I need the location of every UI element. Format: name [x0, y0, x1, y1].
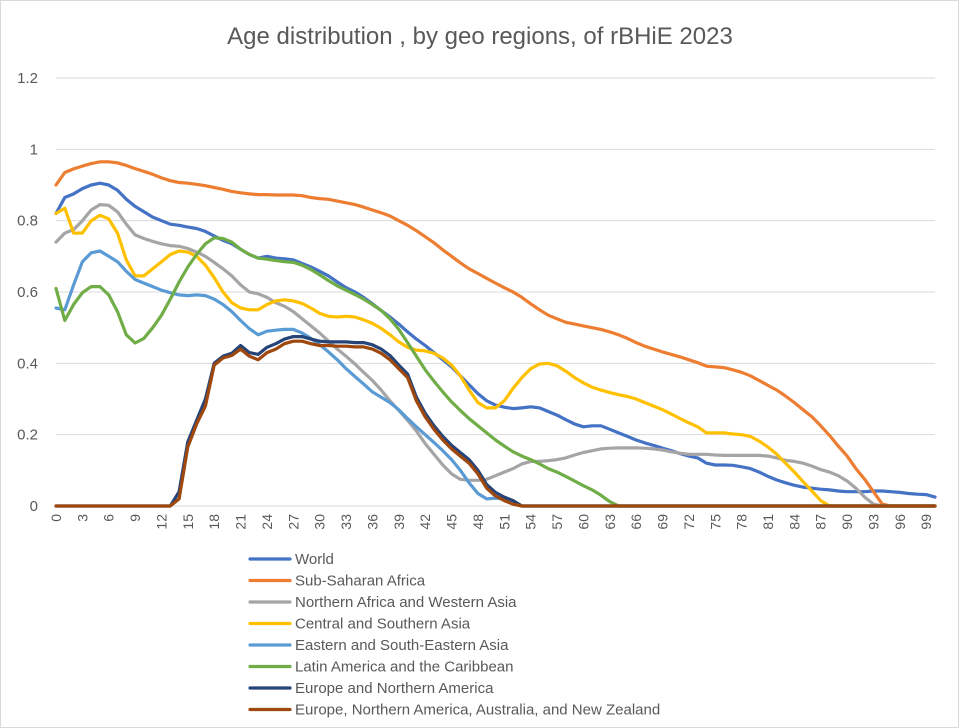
chart-title: Age distribution , by geo regions, of rB… — [227, 23, 733, 50]
y-tick-label: 0.8 — [17, 213, 38, 230]
series-line-4 — [54, 249, 937, 508]
legend-label: Eastern and South-Eastern Asia — [295, 637, 509, 654]
x-tick-label: 9 — [127, 514, 143, 522]
x-tick-label: 84 — [786, 514, 802, 530]
x-tick-label: 39 — [391, 514, 407, 530]
x-tick-label: 78 — [734, 514, 750, 530]
x-tick-label: 60 — [575, 514, 591, 530]
legend: World Sub-Saharan Africa Northern Africa a… — [248, 551, 660, 719]
y-tick-label: 0.4 — [17, 355, 38, 372]
x-tick-label: 57 — [549, 514, 565, 530]
series-lines — [54, 160, 937, 508]
series-line-0 — [54, 181, 937, 499]
legend-label: Europe, Northern America, Australia, and… — [295, 702, 660, 719]
x-tick-label: 45 — [444, 514, 460, 530]
x-tick-label: 0 — [48, 514, 64, 522]
x-tick-label: 87 — [813, 514, 829, 530]
x-tick-label: 63 — [602, 514, 618, 530]
legend-label: Northern Africa and Western Asia — [295, 594, 517, 611]
y-tick-label: 1 — [30, 141, 38, 158]
legend-label: Europe and Northern America — [295, 680, 494, 697]
x-tick-label: 21 — [233, 514, 249, 530]
series-line-3 — [54, 206, 937, 508]
series-line-7 — [54, 339, 937, 508]
x-tick-label: 48 — [470, 514, 486, 530]
x-tick-label: 96 — [892, 514, 908, 530]
gridlines — [56, 77, 935, 436]
series-line-2 — [54, 203, 937, 508]
x-tick-label: 3 — [74, 514, 90, 522]
x-tick-label: 90 — [839, 514, 855, 530]
x-tick-label: 93 — [865, 514, 881, 530]
y-tick-label: 1.2 — [17, 70, 38, 87]
x-tick-label: 51 — [496, 514, 512, 530]
x-tick-label: 36 — [364, 514, 380, 530]
x-tick-label: 6 — [101, 514, 117, 522]
legend-label: Latin America and the Caribbean — [295, 659, 513, 676]
x-tick-label: 99 — [918, 514, 934, 530]
y-tick-label: 0.6 — [17, 284, 38, 301]
series-line-5 — [54, 236, 937, 508]
y-axis-ticks: 0 0.2 0.4 0.6 0.8 1 1.2 — [17, 70, 38, 515]
y-tick-label: 0 — [30, 498, 38, 515]
y-tick-label: 0.2 — [17, 427, 38, 444]
x-tick-label: 72 — [681, 514, 697, 530]
x-tick-label: 30 — [312, 514, 328, 530]
x-tick-label: 75 — [707, 514, 723, 530]
x-tick-label: 33 — [338, 514, 354, 530]
legend-label: World — [295, 551, 334, 568]
x-tick-label: 54 — [523, 514, 539, 530]
x-tick-label: 24 — [259, 514, 275, 530]
x-tick-label: 18 — [206, 514, 222, 530]
x-axis: 0 3 6 9 12 15 18 21 24 27 30 33 36 39 42 45 48 51 54 57 60 63… — [48, 505, 935, 530]
legend-label: Central and Southern Asia — [295, 616, 471, 633]
x-tick-label: 66 — [628, 514, 644, 530]
series-line-1 — [54, 160, 937, 508]
x-tick-label: 69 — [655, 514, 671, 530]
x-tick-label: 81 — [760, 514, 776, 530]
x-tick-label: 15 — [180, 514, 196, 530]
x-tick-label: 42 — [417, 514, 433, 530]
legend-label: Sub-Saharan Africa — [295, 573, 426, 590]
x-tick-label: 27 — [285, 514, 301, 530]
x-tick-label: 12 — [153, 514, 169, 530]
